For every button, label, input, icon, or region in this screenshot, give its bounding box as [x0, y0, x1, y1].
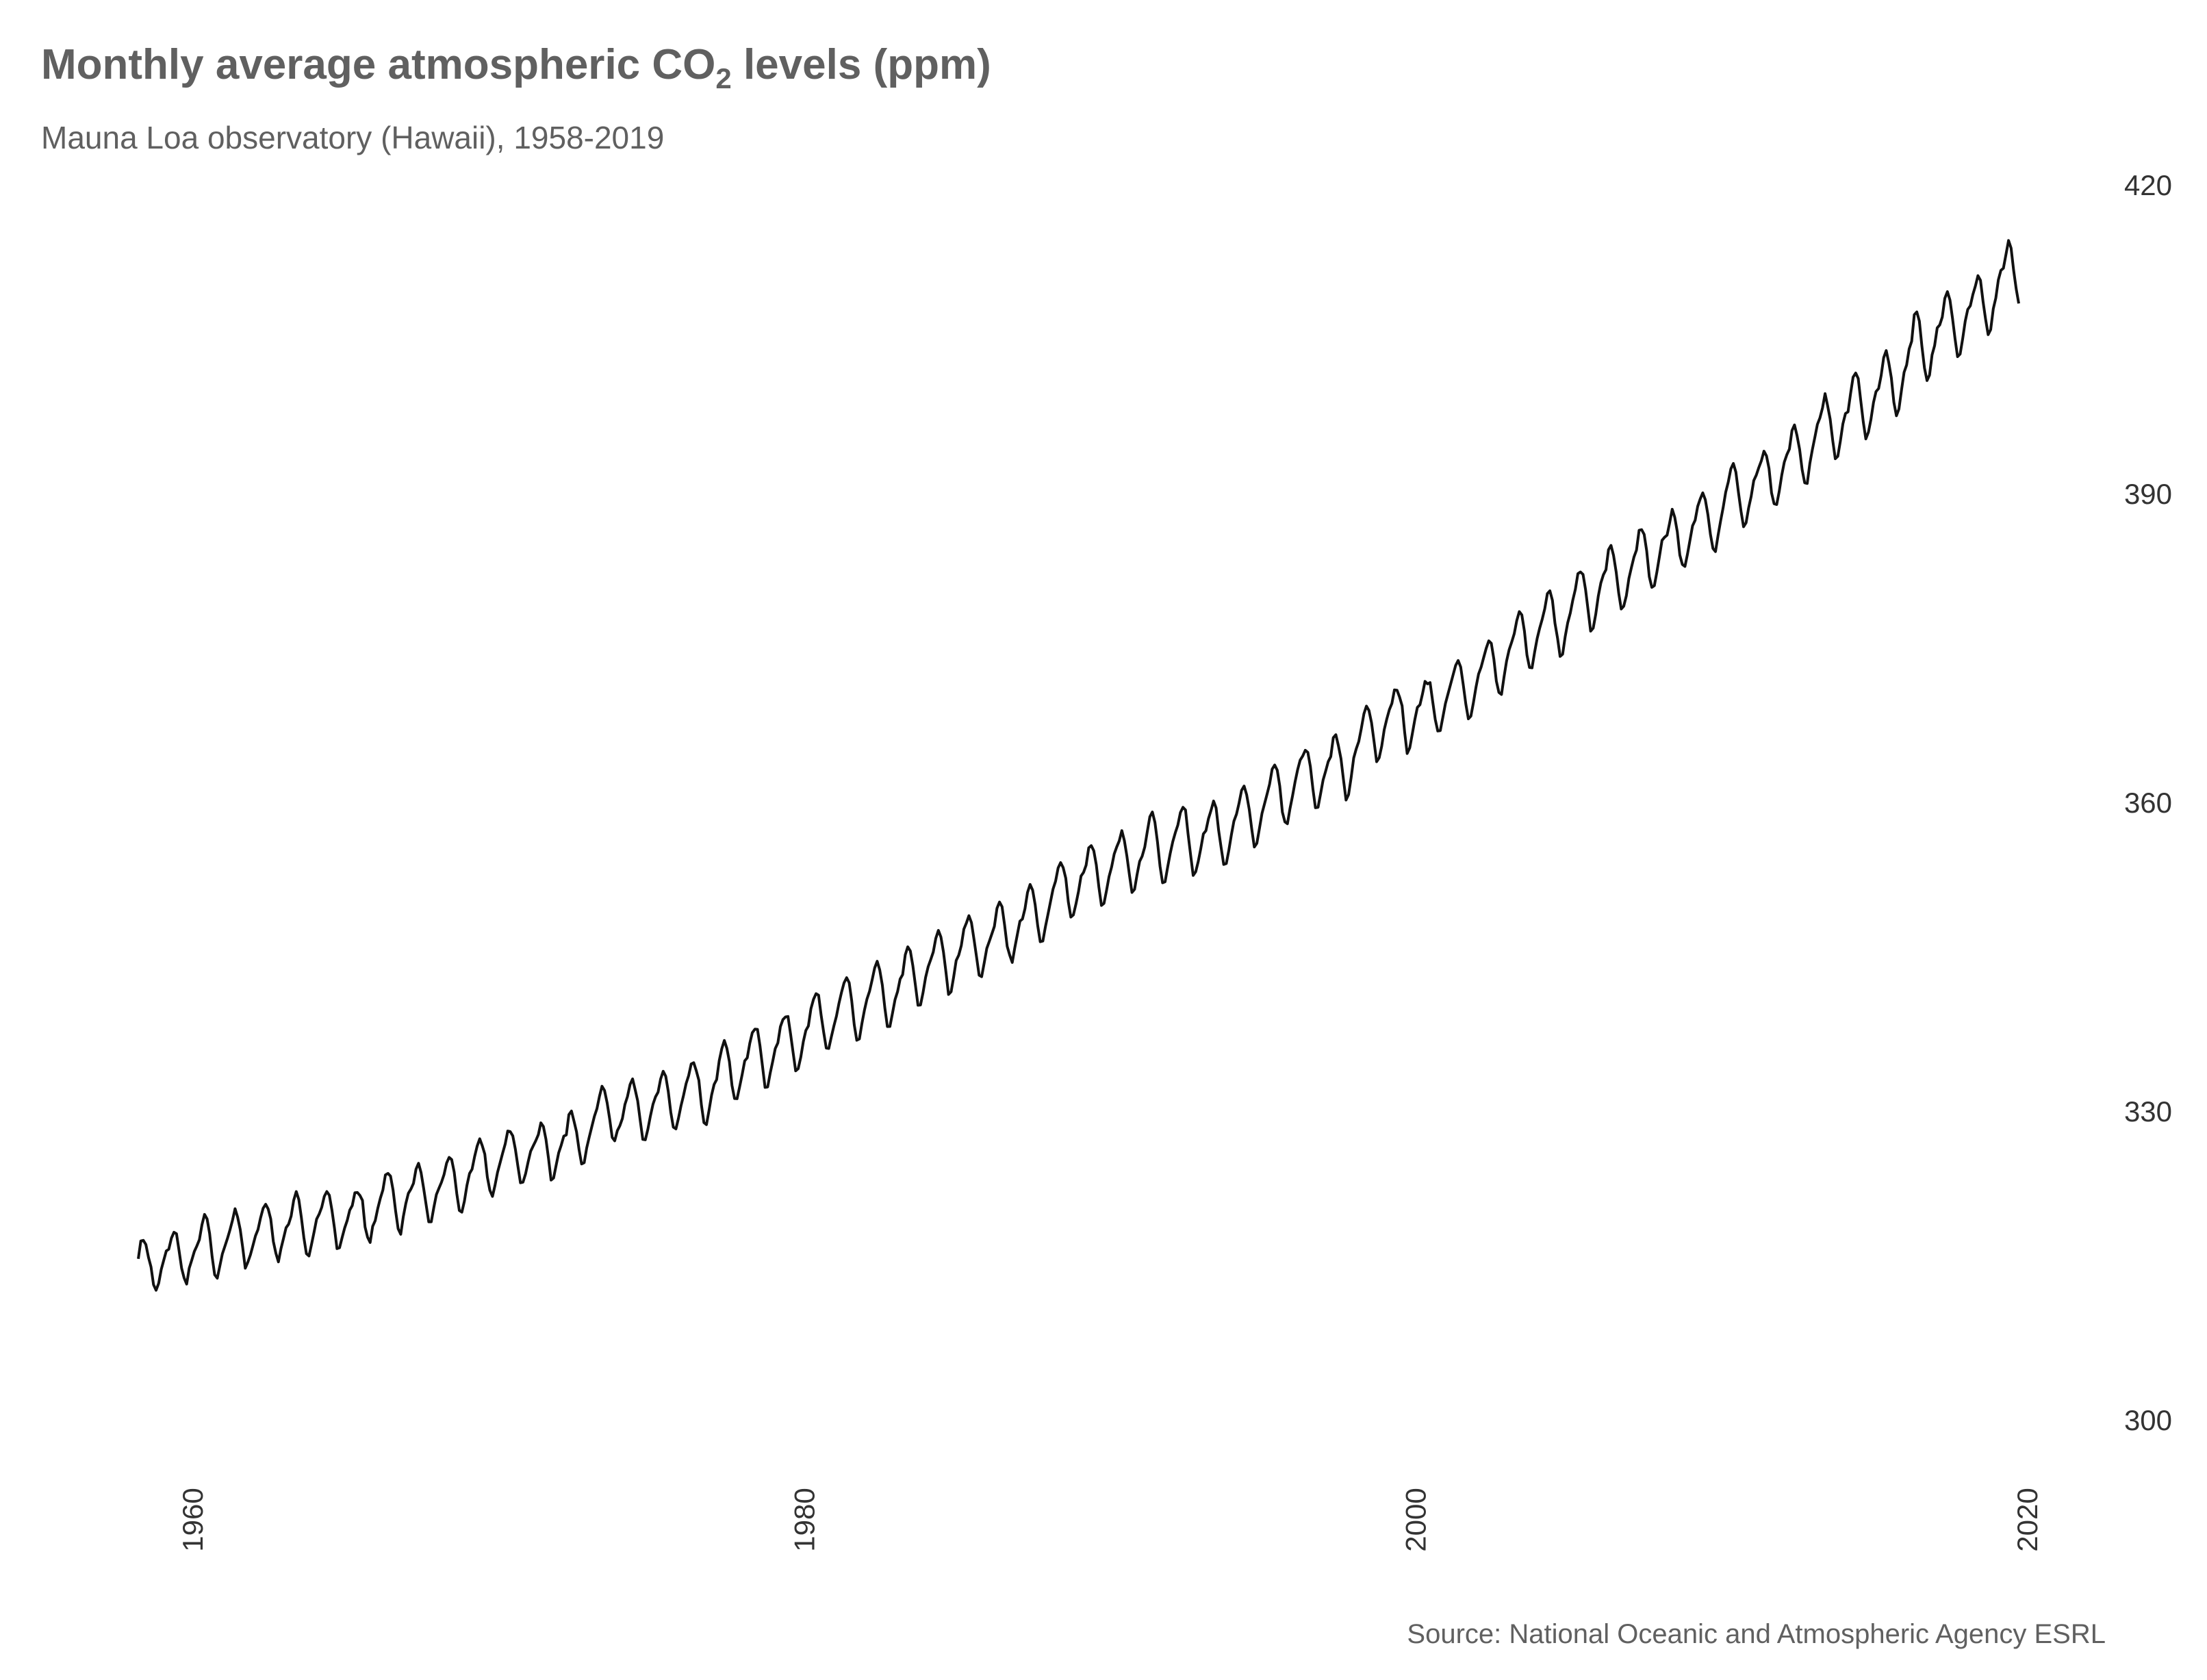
chart-title-prefix: Monthly average atmospheric CO: [41, 41, 715, 88]
x-tick-label: 1980: [788, 1488, 820, 1551]
y-tick-label: 420: [2124, 169, 2172, 201]
x-tick-label: 1960: [177, 1488, 209, 1551]
y-tick-label: 390: [2124, 478, 2172, 510]
y-tick-label: 330: [2124, 1095, 2172, 1128]
co2-series-line: [137, 239, 2020, 1292]
y-tick-label: 300: [2124, 1404, 2172, 1436]
x-tick-label: 2000: [1400, 1488, 1432, 1551]
y-axis: 300 330 360 390 420: [2124, 169, 2172, 1436]
x-tick-label: 2020: [2011, 1488, 2043, 1551]
chart-subtitle: Mauna Loa observatory (Hawaii), 1958-201…: [41, 120, 664, 155]
y-tick-label: 360: [2124, 787, 2172, 819]
chart-title: Monthly average atmospheric CO2 levels (…: [41, 41, 991, 94]
chart-title-suffix: levels (ppm): [732, 41, 991, 88]
chart-caption: Source: National Oceanic and Atmospheric…: [1407, 1619, 2106, 1649]
chart-title-subscript: 2: [715, 62, 731, 94]
x-axis: 1960 1980 2000 2020: [177, 1488, 2043, 1551]
